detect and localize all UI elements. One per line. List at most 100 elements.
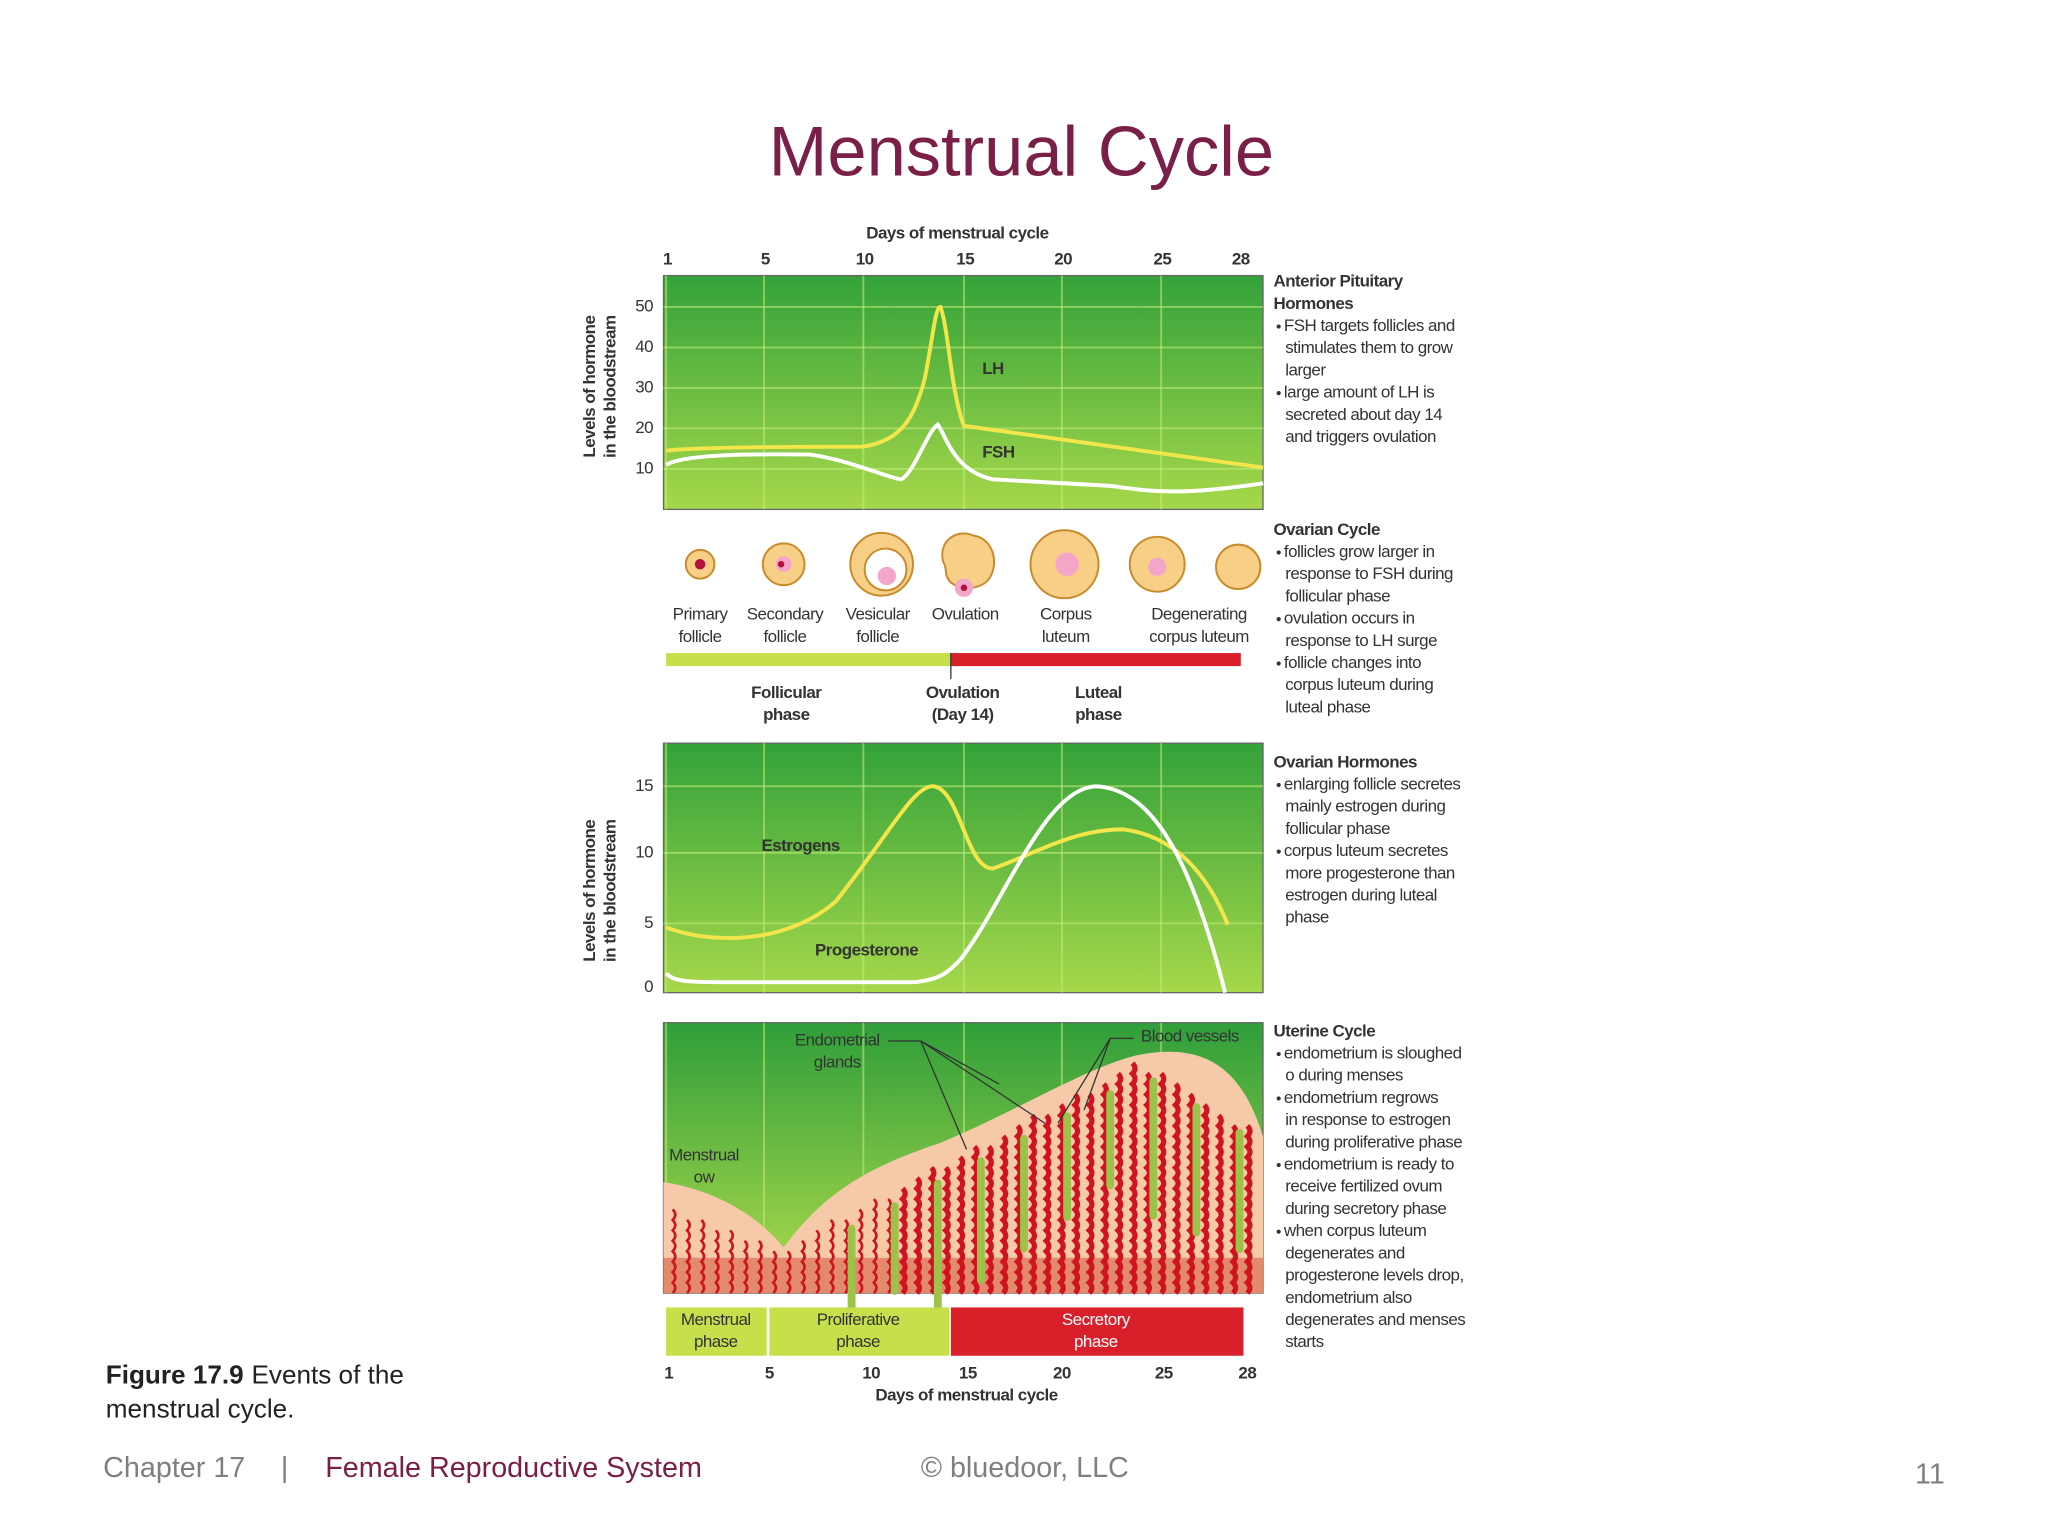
y-tick-label: 30 [635,377,653,396]
note-text: degenerates and menses [1285,1310,1465,1329]
bullet [1276,1229,1281,1234]
uterine-label: Menstrual [669,1145,739,1164]
vessel [1243,1124,1253,1295]
x-tick-label: 1 [664,1364,673,1383]
y-tick-label: 20 [635,418,653,437]
secretory-bar [950,1307,1244,1356]
proliferative-bar [769,1307,950,1356]
vessel [941,1165,951,1295]
follicle-label: Degenerating [1151,605,1247,624]
vessel [1071,1092,1081,1295]
note-heading: Ovarian Cycle [1273,520,1379,539]
phase-label: phase [763,705,810,724]
caption-text: menstrual cycle. [106,1394,295,1424]
x-tick-label: 20 [1053,1364,1071,1383]
x-tick-label: 20 [1054,249,1072,268]
curve-label: FSH [982,443,1015,462]
vessel [1099,1082,1109,1295]
vessel [800,1239,806,1294]
vessels [670,1061,1253,1327]
y-axis-label: in the bloodstream [601,819,620,962]
follicle-label: Corpus [1040,605,1092,624]
note-text: corpus luteum during [1285,675,1433,694]
phase-label: Ovulation [926,683,1000,702]
x-tick-label: 15 [959,1364,977,1383]
bullet [1276,1051,1281,1057]
y-tick-label: 5 [644,913,653,932]
y-tick-label: 10 [635,842,653,861]
vessel [828,1218,835,1294]
follicle-label: luteum [1042,627,1090,646]
curve-label: Progesterone [815,940,918,959]
note-text: during proliferative phase [1285,1132,1462,1151]
bullet [1276,391,1281,396]
note-text: estrogen during luteal [1285,885,1437,904]
note-text: secreted about day 14 [1285,405,1442,424]
phase-label: phase [836,1332,880,1351]
note-text: more progesterone than [1285,863,1455,882]
y-axis-label: in the bloodstream [601,315,620,458]
uterine-label: Endometrial [795,1030,880,1049]
lh-curve [665,304,1264,470]
footer-topic: Female Reproductive System [325,1452,702,1484]
note-text: endometrium is sloughed [1284,1044,1462,1063]
note-heading: Uterine Cycle [1273,1021,1375,1040]
note-text: follicular phase [1285,586,1390,605]
caption-text: Events of the [251,1360,403,1390]
bullet [1276,849,1281,854]
y-tick-label: 15 [635,776,653,795]
follicle-label: Vesicular [846,605,911,624]
note-text: during secretory phase [1285,1199,1446,1218]
phase-label: (Day 14) [932,705,994,724]
note-text: o during menses [1285,1066,1403,1085]
vessel [785,1250,792,1294]
note-text: FSH targets follicles and [1284,316,1455,335]
note-text: starts [1285,1332,1323,1351]
vessel [685,1218,691,1294]
follicle-illustrations [684,529,1262,600]
vessel [1042,1113,1052,1295]
luteal-bar [950,653,1241,667]
phase-label: Follicular [751,683,822,702]
axis-title: Days of menstrual cycle [875,1386,1057,1405]
note-text: corpus luteum secretes [1284,841,1448,860]
note-text: phase [1285,908,1329,927]
vessel [956,1155,966,1295]
note-text: luteal phase [1285,697,1370,716]
vessel [985,1144,994,1295]
phase-label: phase [1074,1332,1118,1351]
note-text: in response to estrogen [1285,1110,1450,1129]
note-text: response to LH surge [1285,631,1437,650]
follicular-bar [666,653,951,667]
phase-label: Secretory [1062,1310,1131,1329]
phase-label: Proliferative [817,1310,900,1329]
note-heading: Ovarian Hormones [1273,752,1417,771]
vessel [771,1250,778,1294]
phase-label: Menstrual [681,1310,751,1329]
phase-label: phase [1075,705,1122,724]
vessel [1157,1071,1167,1295]
vessel [913,1176,923,1295]
vessel [857,1208,864,1294]
follicle-label: Secondary [747,605,824,624]
x-tick-label: 25 [1154,249,1172,268]
vessel [1028,1113,1038,1295]
note-text: receive fertilized ovum [1285,1177,1442,1196]
follicle-label: Ovulation [932,605,999,624]
note-text: endometrium also [1285,1288,1412,1307]
bullet [1276,1162,1281,1168]
follicle-label: Primary [673,605,729,624]
note-text: large amount of LH is [1284,383,1434,402]
uterine-label: Blood vessels [1141,1027,1239,1046]
vessel [1186,1092,1196,1295]
x-tick-label: 25 [1155,1364,1173,1383]
menstrual-bar [666,1307,767,1356]
uterine-label: glands [814,1053,861,1072]
y-tick-label: 0 [644,977,653,996]
note-text: ovulation occurs in [1284,609,1415,628]
slide-title: Menstrual Cycle [769,111,1275,190]
vessel [1200,1103,1210,1295]
curve-label: LH [982,359,1004,378]
vessel [670,1208,677,1294]
